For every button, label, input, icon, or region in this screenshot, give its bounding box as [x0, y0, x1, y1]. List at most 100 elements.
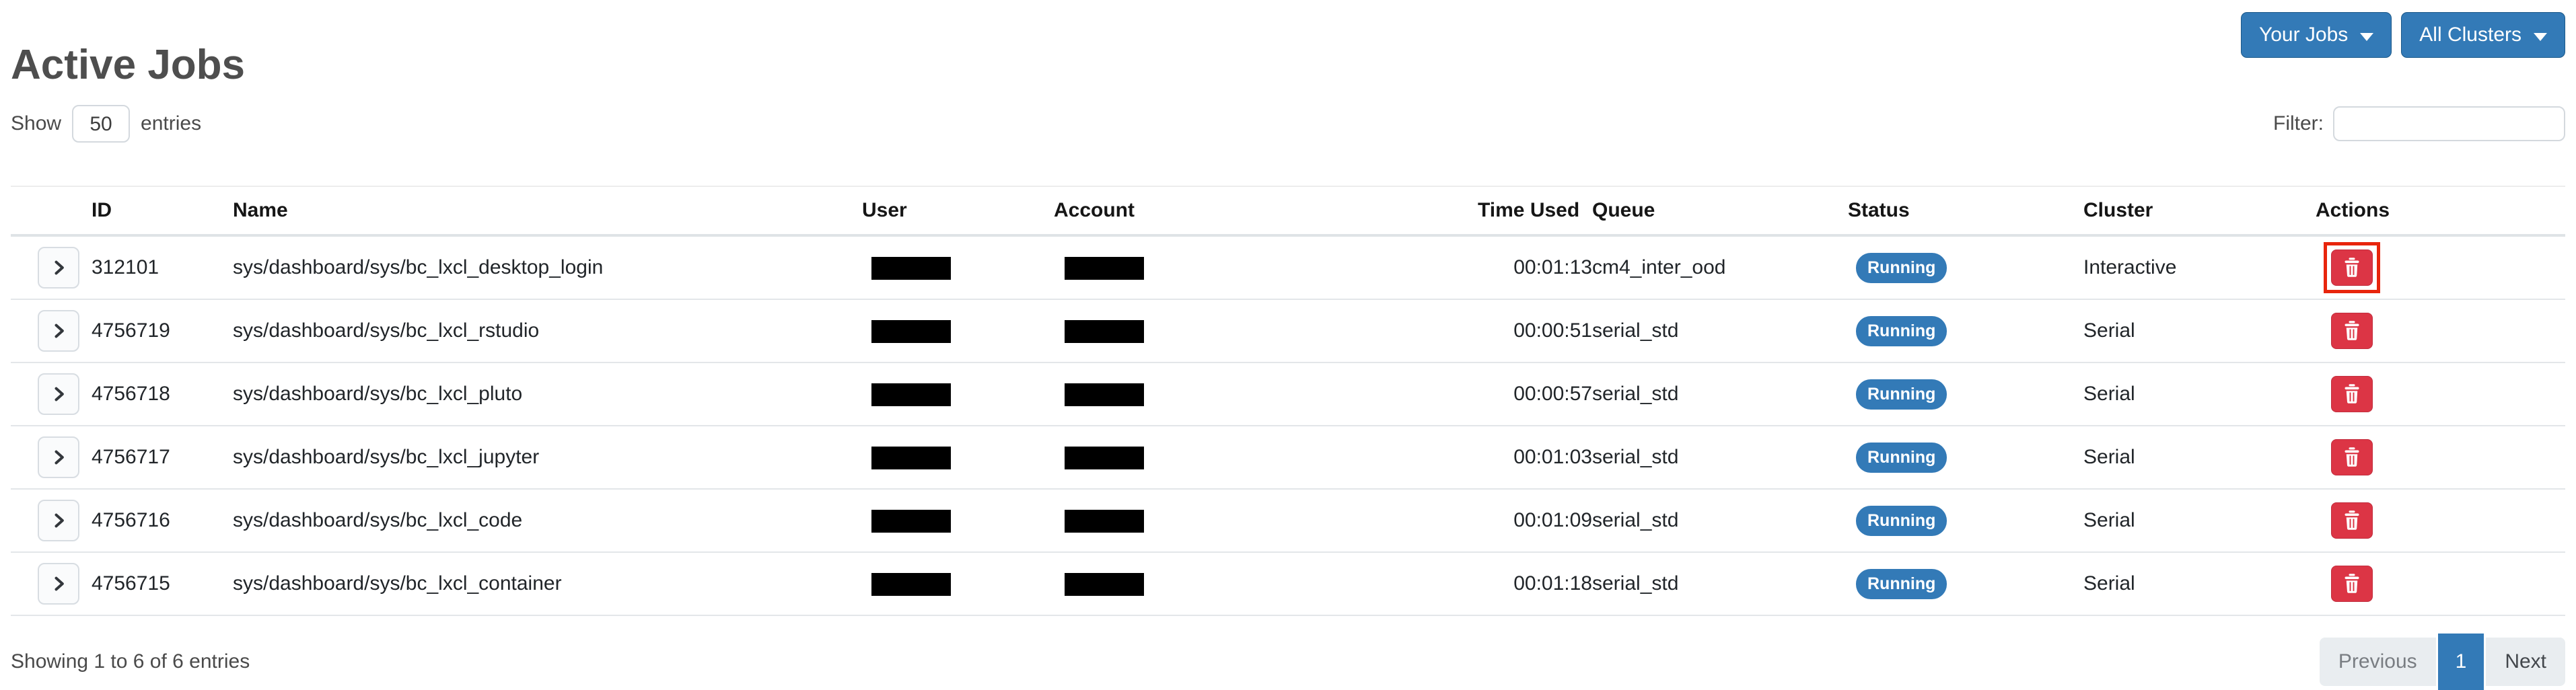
- entries-select[interactable]: 50: [72, 105, 131, 143]
- table-row: 4756716 sys/dashboard/sys/bc_lxcl_code 0…: [11, 489, 2565, 553]
- job-cluster-cell: Serial: [2083, 362, 2316, 426]
- all-clusters-label: All Clusters: [2419, 24, 2521, 46]
- expand-row-button[interactable]: [38, 563, 79, 605]
- job-time-used-cell: 00:01:09: [1478, 489, 1592, 553]
- redacted-account-value: [1065, 383, 1144, 406]
- job-account-cell: [1054, 299, 1478, 363]
- job-time-used-cell: 00:01:03: [1478, 426, 1592, 490]
- expand-row-button[interactable]: [38, 373, 79, 415]
- filter-input[interactable]: [2333, 106, 2565, 141]
- jobs-table-body: 312101 sys/dashboard/sys/bc_lxcl_desktop…: [11, 235, 2565, 616]
- delete-highlight-outline: [2324, 495, 2380, 546]
- delete-job-button[interactable]: [2331, 313, 2373, 349]
- current-page-button[interactable]: 1: [2437, 634, 2484, 690]
- job-account-cell: [1054, 426, 1478, 490]
- delete-highlight-outline: [2324, 432, 2380, 483]
- page-title: Active Jobs: [11, 42, 246, 88]
- redacted-user-value: [871, 383, 951, 406]
- your-jobs-dropdown-button[interactable]: Your Jobs: [2240, 12, 2392, 58]
- active-jobs-table: ID Name User Account Time Used Queue Sta…: [11, 186, 2565, 616]
- delete-highlight-outline: [2324, 305, 2380, 356]
- status-badge: Running: [1856, 442, 1947, 473]
- job-queue-cell: serial_std: [1592, 489, 1848, 553]
- chevron-right-icon: [55, 260, 64, 275]
- job-queue-cell: serial_std: [1592, 426, 1848, 490]
- status-badge: Running: [1856, 379, 1947, 410]
- column-header-time-used: Time Used: [1478, 186, 1592, 237]
- job-user-cell: [862, 489, 1054, 553]
- job-cluster-cell: Serial: [2083, 426, 2316, 490]
- expand-row-button[interactable]: [38, 500, 79, 541]
- job-id-cell: 4756715: [92, 552, 233, 616]
- job-queue-cell: cm4_inter_ood: [1592, 235, 1848, 300]
- delete-job-button[interactable]: [2331, 502, 2373, 539]
- chevron-right-icon: [55, 450, 64, 465]
- expand-row-button[interactable]: [38, 310, 79, 352]
- expand-cell: [11, 362, 92, 426]
- job-account-cell: [1054, 552, 1478, 616]
- job-name-cell: sys/dashboard/sys/bc_lxcl_code: [233, 489, 862, 553]
- job-name-cell: sys/dashboard/sys/bc_lxcl_rstudio: [233, 299, 862, 363]
- redacted-user-value: [871, 256, 951, 280]
- job-status-cell: Running: [1848, 362, 2083, 426]
- entries-label: entries: [141, 112, 202, 135]
- job-user-cell: [862, 426, 1054, 490]
- delete-job-button[interactable]: [2331, 439, 2373, 475]
- job-name-cell: sys/dashboard/sys/bc_lxcl_pluto: [233, 362, 862, 426]
- job-account-cell: [1054, 235, 1478, 300]
- previous-page-button[interactable]: Previous: [2319, 638, 2436, 686]
- redacted-user-value: [871, 446, 951, 469]
- table-header: ID Name User Account Time Used Queue Sta…: [11, 186, 2565, 237]
- expand-row-button[interactable]: [38, 436, 79, 478]
- trash-icon: [2345, 447, 2359, 467]
- status-badge: Running: [1856, 505, 1947, 536]
- show-label: Show: [11, 112, 62, 135]
- delete-job-button[interactable]: [2331, 250, 2373, 286]
- redacted-user-value: [871, 572, 951, 596]
- table-row: 4756717 sys/dashboard/sys/bc_lxcl_jupyte…: [11, 426, 2565, 490]
- entries-summary: Showing 1 to 6 of 6 entries: [11, 650, 250, 673]
- table-footer: Showing 1 to 6 of 6 entries Previous 1 N…: [11, 634, 2565, 690]
- toolbar: Your Jobs All Clusters: [2240, 12, 2565, 58]
- pagination: Previous 1 Next: [2319, 634, 2565, 690]
- job-status-cell: Running: [1848, 299, 2083, 363]
- job-time-used-cell: 00:01:13: [1478, 235, 1592, 300]
- job-actions-cell: [2316, 299, 2565, 363]
- table-row: 4756718 sys/dashboard/sys/bc_lxcl_pluto …: [11, 362, 2565, 426]
- job-user-cell: [862, 552, 1054, 616]
- next-page-button[interactable]: Next: [2486, 638, 2565, 686]
- trash-icon: [2345, 258, 2359, 277]
- job-cluster-cell: Serial: [2083, 489, 2316, 553]
- chevron-right-icon: [55, 323, 64, 338]
- table-row: 4756719 sys/dashboard/sys/bc_lxcl_rstudi…: [11, 299, 2565, 363]
- expand-cell: [11, 426, 92, 490]
- job-actions-cell: [2316, 552, 2565, 616]
- all-clusters-dropdown-button[interactable]: All Clusters: [2401, 12, 2565, 58]
- job-actions-cell: [2316, 489, 2565, 553]
- redacted-account-value: [1065, 572, 1144, 596]
- filter-control: Filter:: [2273, 106, 2565, 141]
- expand-cell: [11, 489, 92, 553]
- job-id-cell: 4756716: [92, 489, 233, 553]
- show-entries-control: Show 50 entries: [11, 105, 201, 143]
- job-id-cell: 312101: [92, 235, 233, 300]
- expand-cell: [11, 552, 92, 616]
- status-badge: Running: [1856, 568, 1947, 599]
- trash-icon: [2345, 510, 2359, 530]
- job-user-cell: [862, 235, 1054, 300]
- redacted-user-value: [871, 319, 951, 343]
- trash-icon: [2345, 384, 2359, 404]
- expand-row-button[interactable]: [38, 247, 79, 289]
- column-header-queue: Queue: [1592, 186, 1848, 237]
- job-time-used-cell: 00:01:18: [1478, 552, 1592, 616]
- caret-down-icon: [2360, 33, 2374, 41]
- job-queue-cell: serial_std: [1592, 299, 1848, 363]
- job-queue-cell: serial_std: [1592, 552, 1848, 616]
- job-user-cell: [862, 362, 1054, 426]
- delete-job-button[interactable]: [2331, 376, 2373, 412]
- job-time-used-cell: 00:00:51: [1478, 299, 1592, 363]
- delete-job-button[interactable]: [2331, 566, 2373, 602]
- job-account-cell: [1054, 362, 1478, 426]
- chevron-right-icon: [55, 513, 64, 528]
